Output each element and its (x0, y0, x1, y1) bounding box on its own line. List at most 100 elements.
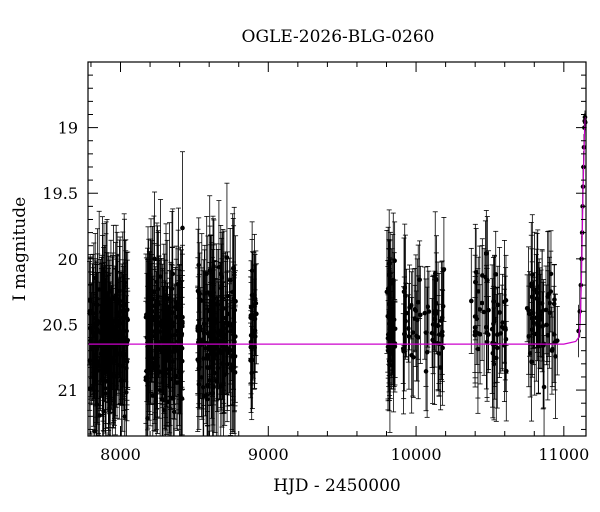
data-point (401, 289, 407, 295)
data-point (423, 369, 429, 374)
y-tick-label: 20 (58, 250, 78, 269)
data-point (440, 303, 446, 309)
data-point (489, 326, 495, 332)
data-point (224, 320, 230, 326)
data-point (389, 338, 395, 343)
axes: 8000 9000 10000 11000 19 19.5 20 20.5 21 (42, 62, 589, 464)
data-point (425, 304, 431, 310)
data-point (430, 322, 436, 327)
x-tick-label: 10000 (391, 445, 442, 464)
data-point (196, 262, 202, 268)
data-point (486, 307, 491, 313)
data-point (111, 360, 116, 365)
data-point (205, 356, 210, 361)
data-point (176, 281, 181, 287)
data-point (98, 339, 103, 344)
data-point (545, 333, 551, 338)
data-point (207, 334, 213, 339)
data-point (172, 332, 178, 338)
data-point (406, 326, 411, 331)
data-point (124, 328, 129, 334)
data-point (392, 258, 397, 264)
data-point (158, 274, 163, 279)
observation-season-3 (248, 221, 259, 421)
data-point (154, 279, 160, 285)
plot-frame (87, 61, 587, 437)
data-point (468, 298, 474, 304)
data-point (430, 337, 435, 343)
y-tick-label: 20.5 (42, 315, 78, 334)
data-point (121, 335, 127, 340)
data-point (232, 307, 238, 313)
data-point (157, 388, 163, 393)
data-point (120, 352, 126, 358)
data-point (211, 319, 217, 324)
y-tick-label: 19 (58, 119, 78, 138)
data-point (392, 326, 398, 332)
y-tick-label: 21 (58, 381, 78, 400)
data-point (386, 311, 392, 317)
data-point (178, 369, 184, 375)
data-point (551, 332, 557, 337)
x-axis-label: HJD - 2450000 (273, 476, 401, 496)
data-point (537, 315, 543, 321)
observation-season-0 (87, 210, 131, 436)
data-point (422, 310, 428, 316)
data-point (145, 300, 151, 306)
data-point (535, 284, 541, 289)
data-point (163, 307, 169, 313)
data-point (494, 332, 500, 338)
data-point (529, 294, 535, 300)
data-point (91, 381, 97, 387)
data-point (159, 397, 165, 402)
data-point (201, 330, 207, 335)
data-point (196, 291, 202, 296)
data-point (539, 301, 545, 306)
y-tick-label: 19.5 (42, 184, 78, 203)
data-point (411, 354, 416, 360)
data-point (441, 267, 447, 272)
data-point (160, 324, 165, 330)
data-point (543, 307, 549, 313)
data-point (541, 384, 547, 390)
data-point (534, 290, 540, 296)
x-tick-label: 9000 (248, 445, 289, 464)
data-point (529, 359, 534, 365)
data-point (493, 272, 499, 277)
data-point (500, 320, 505, 325)
chart-title: OGLE-2026-BLG-0260 (242, 27, 435, 47)
data-point (433, 311, 439, 316)
observation-season-1 (143, 151, 186, 436)
data-point (218, 383, 224, 389)
observation-season-4 (384, 209, 398, 433)
data-point (196, 337, 202, 342)
data-point (87, 298, 93, 303)
data-point (473, 269, 479, 275)
data-point (154, 365, 159, 370)
data-point (401, 348, 406, 353)
data-point (221, 306, 227, 311)
observation-season-2 (195, 182, 239, 436)
data-point (440, 345, 445, 351)
data-point (497, 310, 502, 315)
data-point (215, 365, 221, 371)
data-point (117, 309, 123, 315)
data-point (415, 299, 421, 305)
data-point (161, 408, 167, 413)
data-point (167, 296, 172, 301)
data-point (532, 331, 538, 337)
data-point (429, 330, 435, 336)
data-point (252, 328, 258, 333)
data-point (418, 312, 423, 318)
data-point (484, 324, 489, 330)
data-point (224, 361, 230, 367)
data-point (218, 271, 224, 277)
observation-season-5 (400, 211, 447, 418)
x-tick-label: 11000 (538, 445, 589, 464)
data-point (167, 354, 173, 359)
data-point (540, 324, 545, 329)
data-point (250, 357, 255, 363)
data-point (103, 391, 108, 396)
data-point (90, 311, 96, 316)
